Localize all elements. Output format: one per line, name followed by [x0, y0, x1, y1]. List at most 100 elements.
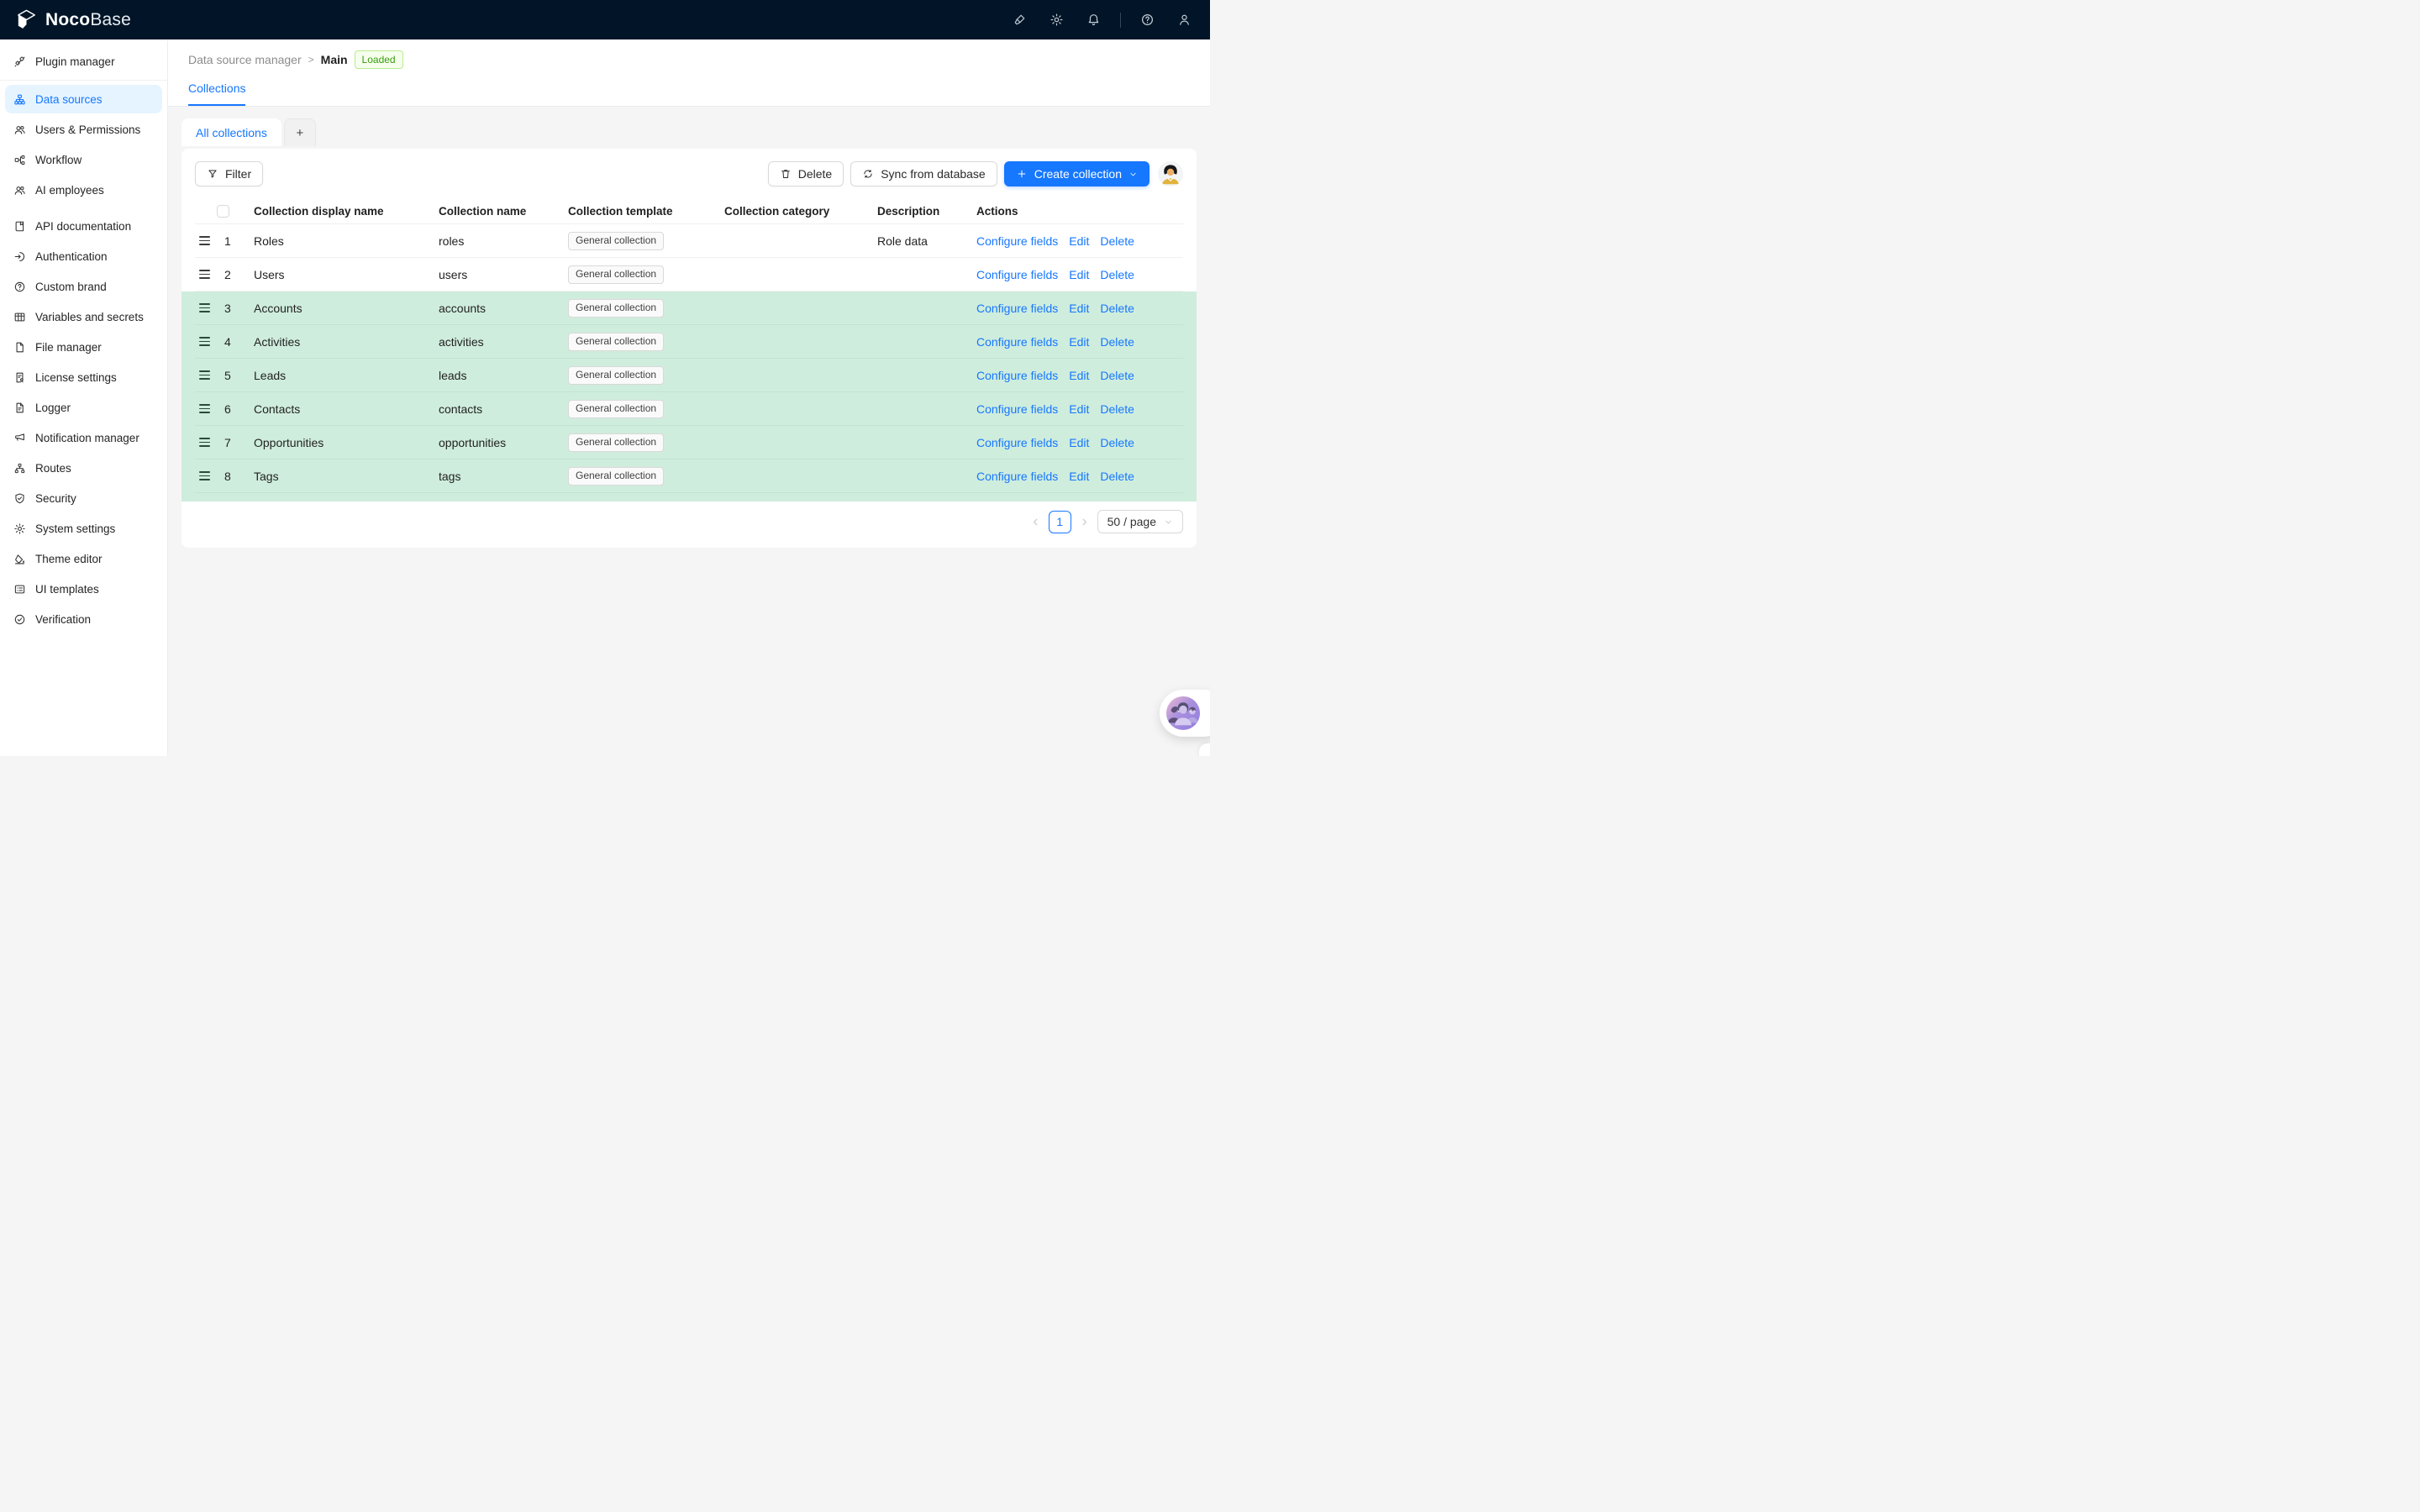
cell-collection-name: accounts	[439, 301, 487, 315]
sidebar-item-file-manager[interactable]: File manager	[5, 333, 162, 361]
sidebar-item-label: AI employees	[35, 183, 104, 197]
tab-collections[interactable]: Collections	[188, 81, 246, 106]
page-size-value: 50 / page	[1107, 515, 1156, 528]
marker-icon[interactable]	[1013, 13, 1027, 27]
action-edit-link[interactable]: Edit	[1069, 469, 1090, 483]
file-text-icon	[13, 402, 26, 414]
sidebar-item-ui-templates[interactable]: UI templates	[5, 575, 162, 603]
column-header-collection-category: Collection category	[724, 205, 877, 218]
drag-handle-icon[interactable]	[199, 235, 210, 246]
bell-icon[interactable]	[1086, 13, 1101, 27]
brand[interactable]: NocoBase	[15, 8, 131, 31]
sidebar-item-security[interactable]: Security	[5, 484, 162, 512]
action-edit-link[interactable]: Edit	[1069, 267, 1090, 281]
action-edit-link[interactable]: Edit	[1069, 435, 1090, 449]
breadcrumb-current: Main	[320, 53, 348, 66]
help-circle-icon[interactable]	[1140, 13, 1155, 27]
sidebar-item-license-settings[interactable]: License settings	[5, 363, 162, 391]
sidebar-item-notification-manager[interactable]: Notification manager	[5, 423, 162, 452]
action-delete-link[interactable]: Delete	[1100, 301, 1134, 315]
breadcrumb-parent-link[interactable]: Data source manager	[188, 53, 302, 66]
action-delete-link[interactable]: Delete	[1100, 334, 1134, 349]
assistant-avatar[interactable]	[1158, 161, 1183, 186]
filter-button[interactable]: Filter	[195, 161, 264, 186]
sidebar-item-label: Security	[35, 491, 76, 505]
sidebar-item-authentication[interactable]: Authentication	[5, 242, 162, 270]
trash-icon	[780, 168, 792, 180]
nocobase-app: NocoBase Plugin manager Data sources Users…	[0, 0, 1210, 756]
action-configure-fields-link[interactable]: Configure fields	[976, 435, 1059, 449]
drag-handle-icon[interactable]	[199, 269, 210, 280]
action-edit-link[interactable]: Edit	[1069, 402, 1090, 416]
action-configure-fields-link[interactable]: Configure fields	[976, 368, 1059, 382]
settings-gear-icon[interactable]	[1050, 13, 1064, 27]
cell-collection-name: tags	[439, 469, 461, 483]
sidebar-item-logger[interactable]: Logger	[5, 393, 162, 422]
create-collection-button[interactable]: Create collection	[1003, 161, 1150, 186]
sidebar-divider	[0, 80, 167, 81]
row-index: 5	[224, 368, 231, 382]
add-tab-button[interactable]: +	[283, 118, 316, 146]
select-all-checkbox[interactable]	[217, 204, 229, 218]
action-delete-link[interactable]: Delete	[1100, 234, 1134, 248]
drag-handle-icon[interactable]	[199, 336, 210, 347]
action-edit-link[interactable]: Edit	[1069, 234, 1090, 248]
action-configure-fields-link[interactable]: Configure fields	[976, 469, 1059, 483]
drag-handle-icon[interactable]	[199, 437, 210, 448]
sidebar-item-data-sources[interactable]: Data sources	[5, 85, 162, 113]
pagination-prev-icon[interactable]	[1030, 517, 1041, 528]
drag-handle-icon[interactable]	[199, 403, 210, 414]
cell-display-name: Tags	[254, 469, 279, 483]
collection-template-tag: General collection	[568, 399, 665, 418]
cell-display-name: Accounts	[254, 301, 302, 315]
sidebar-item-verification[interactable]: Verification	[5, 605, 162, 633]
sidebar-item-custom-brand[interactable]: Custom brand	[5, 272, 162, 301]
action-edit-link[interactable]: Edit	[1069, 334, 1090, 349]
sync-from-database-button[interactable]: Sync from database	[850, 161, 997, 186]
brand-title-bold: Noco	[45, 9, 91, 29]
ai-employees-float-button[interactable]	[1160, 690, 1210, 737]
cell-actions: Configure fields Edit Delete	[976, 302, 1183, 315]
action-configure-fields-link[interactable]: Configure fields	[976, 402, 1059, 416]
action-configure-fields-link[interactable]: Configure fields	[976, 301, 1059, 315]
sidebar-item-workflow[interactable]: Workflow	[5, 145, 162, 174]
sidebar-item-users-permissions[interactable]: Users & Permissions	[5, 115, 162, 144]
pagination-page-1[interactable]: 1	[1048, 510, 1071, 533]
sidebar-item-ai-employees[interactable]: AI employees	[5, 176, 162, 204]
drag-handle-icon[interactable]	[199, 470, 210, 481]
sidebar-item-routes[interactable]: Routes	[5, 454, 162, 482]
page-size-select[interactable]: 50 / page	[1097, 510, 1183, 533]
sidebar-item-plugin-manager[interactable]: Plugin manager	[5, 47, 162, 76]
action-delete-link[interactable]: Delete	[1100, 267, 1134, 281]
cluster-icon	[13, 93, 26, 106]
card-toolbar: Filter Delete Sync from database	[182, 149, 1197, 198]
action-delete-link[interactable]: Delete	[1100, 435, 1134, 449]
pagination-next-icon[interactable]	[1079, 517, 1090, 528]
table-rows: 1 Roles roles General collection Role da…	[195, 224, 1183, 291]
megaphone-icon	[13, 432, 26, 444]
drag-handle-icon[interactable]	[199, 302, 210, 313]
sidebar-item-system-settings[interactable]: System settings	[5, 514, 162, 543]
sidebar-item-variables-and-secrets[interactable]: Variables and secrets	[5, 302, 162, 331]
action-delete-link[interactable]: Delete	[1100, 368, 1134, 382]
action-edit-link[interactable]: Edit	[1069, 368, 1090, 382]
action-configure-fields-link[interactable]: Configure fields	[976, 334, 1059, 349]
action-edit-link[interactable]: Edit	[1069, 301, 1090, 315]
drag-handle-icon[interactable]	[199, 370, 210, 381]
action-configure-fields-link[interactable]: Configure fields	[976, 267, 1059, 281]
action-delete-link[interactable]: Delete	[1100, 469, 1134, 483]
action-delete-link[interactable]: Delete	[1100, 402, 1134, 416]
collection-template-tag: General collection	[568, 298, 665, 318]
cell-display-name: Roles	[254, 234, 284, 248]
check-circle-icon	[13, 613, 26, 626]
sidebar-item-api-documentation[interactable]: API documentation	[5, 212, 162, 240]
tab-all-collections[interactable]: All collections	[182, 118, 281, 146]
cell-collection-name: users	[439, 267, 468, 281]
action-configure-fields-link[interactable]: Configure fields	[976, 234, 1059, 248]
sidebar-item-theme-editor[interactable]: Theme editor	[5, 544, 162, 573]
page-tabs: Collections	[188, 81, 1190, 106]
delete-button[interactable]: Delete	[767, 161, 844, 186]
corner-widget[interactable]	[1199, 743, 1210, 756]
user-icon[interactable]	[1177, 13, 1192, 27]
plus-icon	[1016, 168, 1028, 180]
